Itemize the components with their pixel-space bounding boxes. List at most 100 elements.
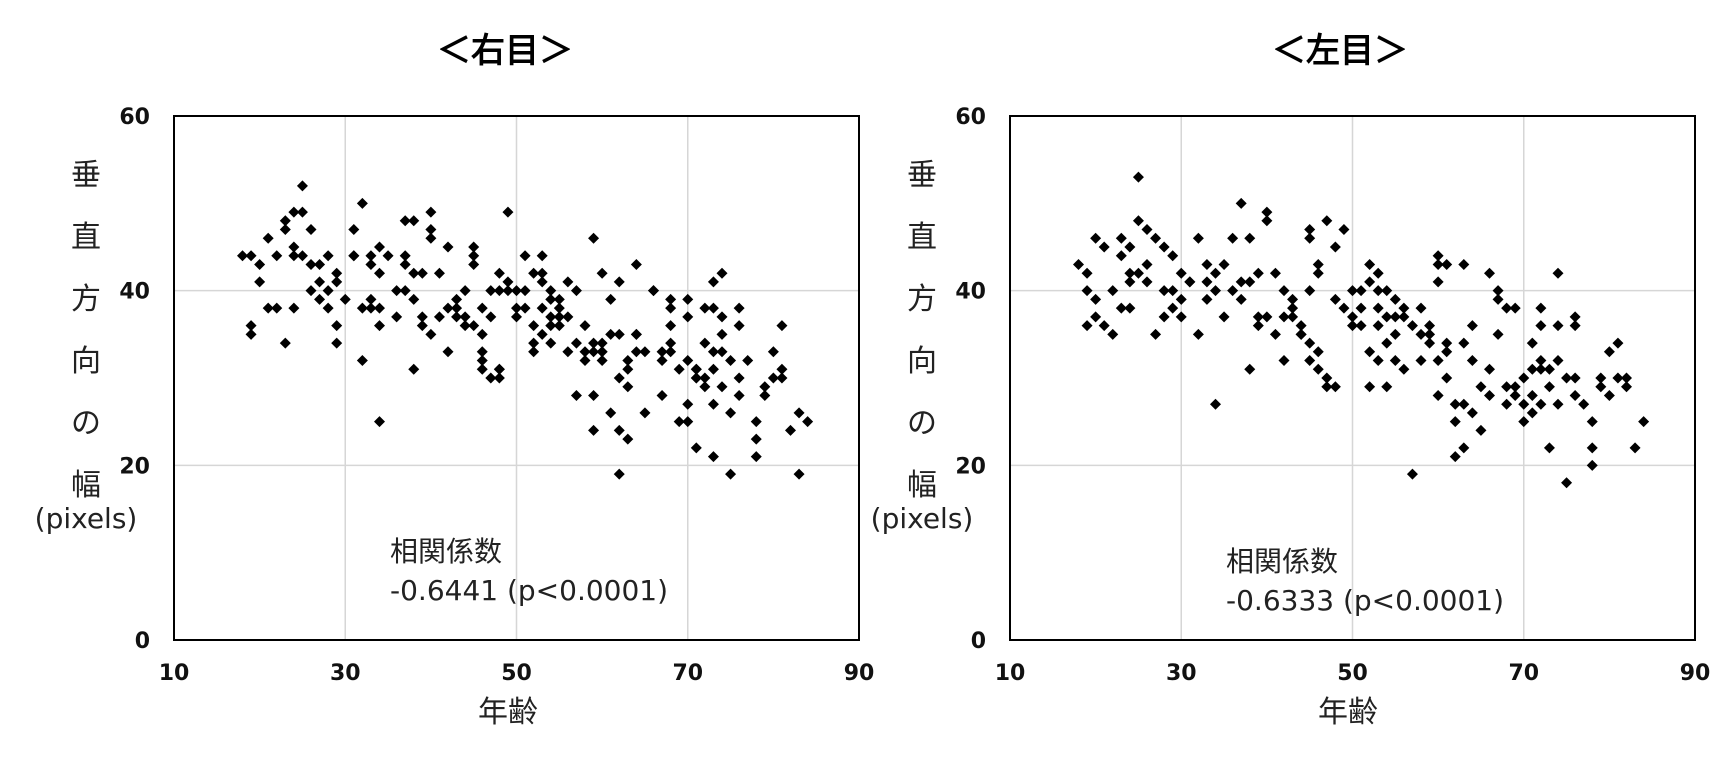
data-point — [1252, 311, 1264, 323]
chart-title: ＜左目＞ — [1272, 31, 1408, 71]
data-point — [648, 285, 659, 297]
data-point — [1535, 363, 1547, 375]
data-point — [1098, 241, 1110, 253]
data-point — [707, 363, 719, 375]
data-point — [356, 302, 368, 314]
data-point — [707, 276, 719, 288]
data-point — [707, 302, 719, 314]
data-point — [605, 328, 617, 340]
data-point — [511, 285, 522, 297]
data-point — [1552, 355, 1564, 367]
data-point — [1278, 285, 1290, 297]
data-point — [331, 267, 343, 279]
data-point — [399, 250, 411, 262]
data-point — [314, 276, 326, 288]
data-point — [374, 241, 385, 253]
data-point — [1090, 293, 1102, 305]
data-point — [733, 372, 745, 384]
data-point — [468, 250, 480, 262]
data-point — [1449, 416, 1461, 428]
data-point — [707, 398, 719, 410]
data-point — [1449, 451, 1461, 463]
data-point — [1312, 267, 1324, 279]
data-point — [245, 320, 257, 332]
data-point — [802, 416, 814, 428]
data-point — [305, 258, 317, 270]
data-point — [1235, 197, 1247, 209]
data-point — [707, 451, 719, 463]
data-point — [1252, 267, 1264, 279]
data-point — [613, 468, 625, 480]
data-point — [767, 372, 779, 384]
data-point — [776, 372, 788, 384]
data-point — [1501, 398, 1513, 410]
data-point — [1295, 328, 1307, 340]
data-point — [716, 346, 728, 358]
y-tick-label: 20 — [119, 454, 150, 479]
data-point — [365, 258, 377, 270]
data-point — [1141, 276, 1153, 288]
data-point — [1124, 276, 1136, 288]
data-point — [1192, 328, 1204, 340]
data-point — [322, 302, 334, 314]
data-point — [1227, 285, 1239, 297]
data-point — [1501, 381, 1513, 393]
data-point — [545, 293, 557, 305]
data-point — [750, 433, 762, 445]
data-point — [468, 320, 480, 332]
data-point — [1586, 442, 1598, 454]
data-point — [1312, 258, 1324, 270]
data-point — [1329, 241, 1341, 253]
data-point — [699, 337, 711, 349]
y-axis-label-char: 垂 — [907, 158, 937, 193]
data-point — [1389, 311, 1401, 323]
data-point — [305, 285, 317, 297]
data-point — [553, 311, 565, 323]
data-point — [425, 232, 437, 244]
data-point — [699, 381, 711, 393]
data-point — [1501, 302, 1513, 314]
data-point — [331, 337, 343, 349]
data-point — [1312, 363, 1324, 375]
data-point — [1389, 355, 1401, 367]
data-point — [1167, 250, 1179, 262]
data-point — [562, 311, 574, 323]
data-point — [296, 180, 308, 192]
data-point — [622, 433, 634, 445]
data-point — [1304, 337, 1316, 349]
data-point — [1509, 389, 1521, 401]
y-axis-label-char: 方 — [71, 282, 101, 317]
data-point — [528, 267, 540, 279]
data-point — [725, 407, 737, 419]
data-point — [1475, 381, 1487, 393]
data-point — [1235, 276, 1247, 288]
data-point — [425, 328, 437, 340]
data-point — [1261, 206, 1273, 218]
data-point — [1603, 346, 1615, 358]
data-point — [1415, 355, 1427, 367]
data-point — [314, 258, 326, 270]
data-point — [1304, 224, 1316, 236]
data-point — [596, 337, 608, 349]
data-point — [374, 416, 385, 428]
x-tick-label: 90 — [844, 661, 875, 686]
data-point — [767, 346, 779, 358]
data-point — [1569, 311, 1581, 323]
y-tick-label: 0 — [135, 629, 150, 654]
data-point — [254, 258, 266, 270]
data-point — [630, 258, 642, 270]
data-point — [1201, 293, 1213, 305]
data-point — [451, 293, 463, 305]
data-point — [1081, 267, 1093, 279]
data-point — [476, 355, 488, 367]
data-point — [1184, 276, 1196, 288]
data-point — [476, 302, 488, 314]
data-point — [1475, 424, 1487, 436]
data-point — [408, 363, 420, 375]
data-point — [1492, 328, 1504, 340]
data-point — [656, 346, 668, 358]
data-point — [613, 372, 625, 384]
data-point — [1466, 355, 1478, 367]
data-point — [536, 250, 548, 262]
data-point — [622, 363, 634, 375]
